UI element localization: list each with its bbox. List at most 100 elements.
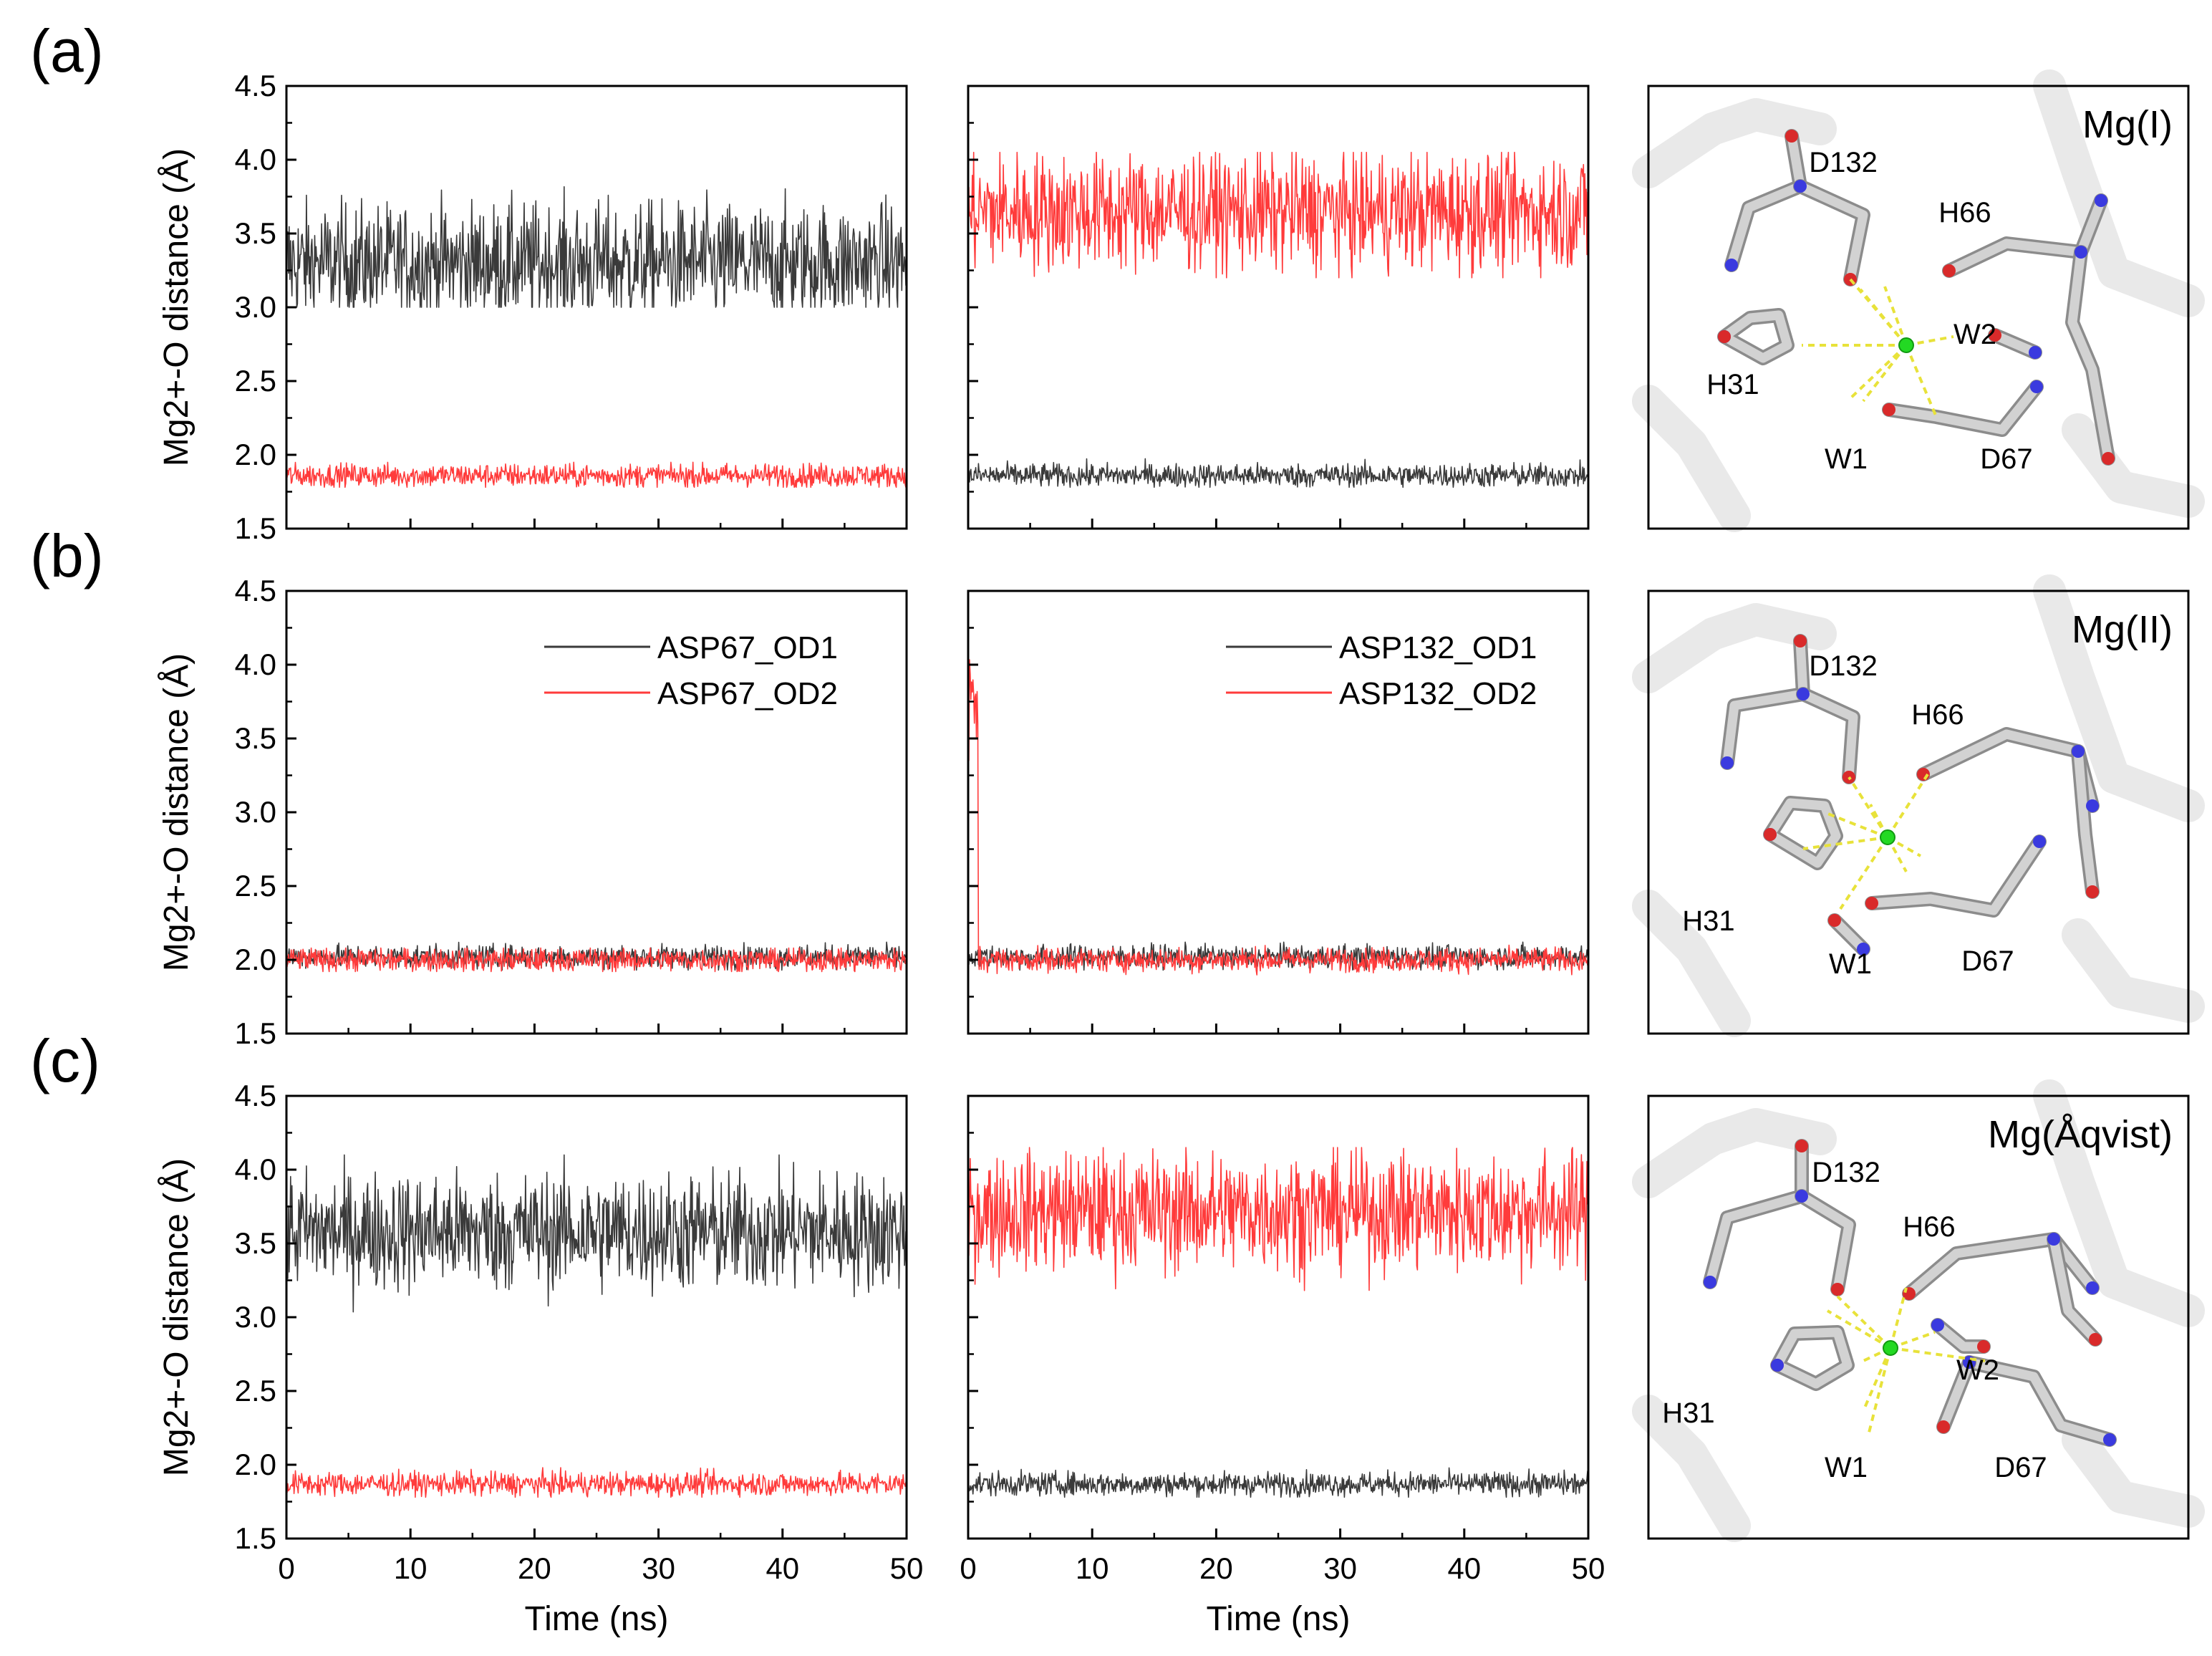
series-line-asp132-od2 (967, 151, 1589, 279)
atom-tip (1931, 1319, 1944, 1332)
residue-stick (1765, 798, 1841, 868)
residue-stick (1726, 131, 1805, 270)
atom-tip (1989, 329, 2001, 342)
structure-frame (1647, 589, 2190, 1035)
residue-label-d67: D67 (1994, 1452, 2047, 1483)
y-tick-label: 1.5 (235, 1521, 276, 1555)
x-axis-title: Time (ns) (1207, 1600, 1351, 1638)
residue-stick (1944, 196, 2106, 276)
coordination-bond (1839, 836, 1889, 910)
y-tick-label: 3.5 (235, 1226, 276, 1260)
y-tick-label: 4.0 (235, 648, 276, 681)
atom-tip (2089, 1333, 2102, 1346)
residue-stick (2067, 247, 2113, 463)
protein-ribbon (2062, 918, 2205, 1023)
protein-ribbon (1632, 1395, 1751, 1542)
coordination-bond (1883, 286, 1908, 346)
atom-tip (1795, 1140, 1808, 1152)
atom-tip (1764, 828, 1777, 841)
x-tick-label: 20 (1199, 1551, 1233, 1585)
atom-tip (1831, 1283, 1844, 1296)
atom-tip (2033, 835, 2046, 848)
legend-label: ASP132_OD2 (1339, 676, 1537, 711)
series-line-asp132-od1 (967, 458, 1589, 488)
residue-label-w2: W2 (1953, 319, 1996, 350)
series-line-asp67-od2 (286, 461, 907, 488)
atom-tip (1977, 1340, 1990, 1353)
atom-tip (1797, 688, 1810, 701)
y-tick-label: 2.0 (235, 943, 276, 976)
residue-stick (2049, 1234, 2100, 1344)
y-tick-label: 2.5 (235, 869, 276, 902)
protein-ribbon (2033, 574, 2205, 822)
series-line-asp67-od2 (286, 1467, 907, 1498)
atom-tip (1795, 1190, 1808, 1203)
residue-stick (1867, 837, 2044, 915)
coordination-bond (1889, 1287, 1908, 1349)
coordination-bond (1886, 773, 1929, 839)
protein-ribbon (1632, 385, 1751, 532)
x-tick-label: 10 (1076, 1551, 1109, 1585)
atom-tip (1771, 1359, 1784, 1372)
y-tick-label: 4.0 (235, 1152, 276, 1186)
residue-label-w1: W1 (1829, 948, 1872, 980)
residue-stick (1719, 310, 1792, 363)
residue-label-h31: H31 (1682, 905, 1734, 937)
structure-frame (1647, 85, 2190, 530)
atom-tip (1785, 130, 1798, 143)
chart-panel-5: 0 10 20 30 40 50 Time (ns) (960, 1094, 1605, 1638)
y-tick-label: 2.0 (235, 1448, 276, 1481)
structure-panel-2: D132 H66 W2 H31 W1 D67 Mg(Åqvist) (1632, 1079, 2205, 1542)
residue-stick (1795, 181, 1868, 284)
series-line-asp67-od1 (286, 186, 907, 308)
atom-tip (2086, 885, 2099, 898)
coordination-bond (1862, 344, 1908, 403)
residue-stick (2073, 746, 2097, 897)
series-line-asp67-od1 (286, 1154, 907, 1313)
coordination-bond (1826, 1309, 1892, 1349)
plot-frame (285, 1094, 908, 1540)
coordination-bond (1868, 1347, 1892, 1433)
residue-label-d67: D67 (1961, 945, 2014, 977)
structure-title: Mg(I) (2082, 103, 2173, 146)
y-tick-label: 1.5 (235, 1016, 276, 1050)
structure-title: Mg(Åqvist) (1988, 1113, 2173, 1156)
y-tick-label: 2.0 (235, 438, 276, 471)
residue-label-d132: D132 (1809, 147, 1878, 178)
x-axis-title: Time (ns) (525, 1600, 669, 1638)
x-tick-label: 40 (765, 1551, 799, 1585)
panel-label: (b) (30, 522, 104, 589)
y-tick-label: 3.0 (235, 1300, 276, 1334)
panel-label: (a) (30, 17, 104, 85)
residue-stick (1798, 689, 1858, 782)
residue-label-d67: D67 (1980, 443, 2032, 475)
atom-tip (1857, 943, 1870, 955)
y-tick-label: 3.0 (235, 290, 276, 324)
protein-ribbon (1632, 98, 1837, 188)
y-tick-label: 4.5 (235, 1079, 276, 1112)
chart-panel-0: 1.5 2.0 2.5 3.0 3.5 4.0 4.5 Mg2+-O distance (Å)… (30, 17, 908, 545)
protein-ribbon (1632, 1108, 1837, 1198)
legend-label: ASP132_OD1 (1339, 630, 1537, 665)
atom-tip (2086, 1281, 2099, 1294)
residue-stick (1884, 382, 2042, 435)
y-tick-label: 4.5 (235, 69, 276, 102)
coordination-bond (1890, 1347, 1986, 1362)
y-tick-label: 1.5 (235, 511, 276, 545)
residue-stick (1722, 636, 1808, 768)
x-tick-label: 40 (1447, 1551, 1481, 1585)
y-tick-label: 3.5 (235, 216, 276, 250)
y-axis-title: Mg2+-O distance (Å) (158, 148, 195, 466)
protein-ribbon (2062, 1423, 2205, 1528)
legend-label: ASP67_OD1 (657, 630, 838, 665)
y-axis-title: Mg2+-O distance (Å) (158, 1158, 195, 1476)
coordination-bond (1859, 288, 1908, 347)
chart-panel-2: 1.5 2.0 2.5 3.0 3.5 4.0 4.5 Mg2+-O distance (Å)… (30, 522, 908, 1050)
atom-tip (2047, 1233, 2060, 1246)
atom-tip (1725, 259, 1738, 271)
residue-label-h31: H31 (1706, 369, 1759, 400)
protein-ribbon (2033, 1079, 2205, 1327)
residue-label-d132: D132 (1812, 1157, 1880, 1188)
atom-tip (1943, 264, 1956, 277)
protein-ribbon (1632, 603, 1837, 693)
